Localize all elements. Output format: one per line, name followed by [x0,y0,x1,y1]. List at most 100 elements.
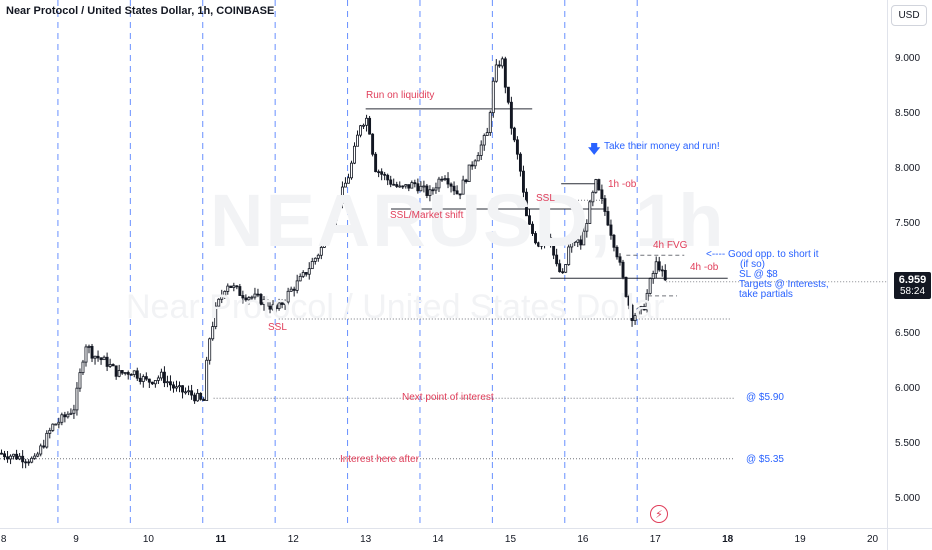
candle-body [229,285,233,288]
candle-body [609,224,613,236]
currency-button[interactable]: USD [891,5,927,26]
candle-body [63,414,67,418]
candle-body [440,178,444,181]
candle-body [153,380,157,385]
candle-body [434,187,438,191]
candle-body [238,286,242,296]
candle-body [350,162,353,179]
candle-body [618,256,622,263]
candle-body [443,178,447,180]
candle-body [129,373,133,376]
annotation-run-on-liquidity: Run on liquidity [366,90,435,101]
candle-body [446,178,450,185]
candle-body [21,455,25,463]
bar-countdown: 58:24 [899,285,926,297]
candle-body [401,185,405,188]
candle-body [603,198,607,212]
candle-body [431,189,435,192]
candle-body [494,64,498,82]
annotation-ssl-left: SSL [268,322,287,333]
candle-body [660,269,664,272]
price-tick-label: 6.000 [895,383,920,394]
lightning-icon[interactable]: ⚡︎ [650,505,668,523]
candle-body [416,183,420,192]
time-tick-label: 12 [288,534,300,545]
candle-body [518,153,522,172]
candle-body [549,237,553,246]
candle-body [377,171,381,174]
candle-body [175,386,178,389]
candle-body [87,345,91,348]
candle-body [353,145,356,164]
candle-body [546,237,550,240]
candle-body [343,182,347,188]
time-tick-label: 15 [505,534,517,545]
candle-body [60,414,64,423]
candle-body [250,296,254,299]
candle-body [199,392,203,400]
candle-body [473,160,477,167]
candle-body [347,177,350,184]
candle-body [525,191,528,217]
annotation-good-opp-line5: take partials [739,289,793,300]
candle-body [66,413,70,418]
annotation-good-opp-line4: Targets @ Interests, [739,279,829,290]
price-tick-label: 6.500 [895,328,920,339]
candle-body [621,261,625,278]
time-tick-label: 17 [650,534,662,545]
candle-body [36,453,40,457]
candle-body [591,191,595,203]
candle-body [482,135,486,146]
candle-body [193,394,197,402]
session-divider-lines [57,0,638,528]
time-tick-label: 14 [433,534,445,545]
candle-body [558,263,562,273]
candle-body [561,271,565,274]
candle-body [18,455,22,460]
candle-body [380,171,384,175]
candle-body [33,455,37,459]
candle-body [241,295,245,299]
candle-body [485,132,489,136]
candle-body [392,183,396,186]
candle-body [141,376,145,382]
candle-body [135,370,139,379]
candle-body [126,372,130,375]
candle-body [552,245,556,256]
candle-body [600,189,604,200]
candle-body [105,356,109,367]
candle-body [428,189,432,196]
candle-body [340,186,344,204]
candle-body [651,273,655,279]
candle-body [407,184,411,189]
candle-body [78,372,82,389]
candle-body [304,272,308,275]
candle-body [286,290,290,303]
candle-body [54,423,58,426]
candle-body [648,278,652,294]
candle-body [588,201,592,224]
candle-body [244,297,248,301]
candle-body [93,355,97,359]
candle-body [645,292,649,311]
candle-body [313,257,317,262]
annotation-ob-1h: 1h -ob [608,179,637,190]
candle-body [102,356,106,361]
candle-body [147,378,151,383]
candle-body [331,219,335,230]
candle-body [144,376,148,380]
candle-body [452,185,456,192]
candle-body [190,390,194,396]
candlesticks [0,56,667,469]
annotation-interest-after: Interest here after [340,454,419,465]
price-tick-label: 8.500 [895,108,920,119]
candle-body [319,247,323,256]
candle-body [265,299,269,307]
candle-body [362,124,366,127]
candle-body [30,457,34,463]
candle-body [567,246,571,265]
candle-body [636,308,640,316]
candle-body [99,357,103,361]
